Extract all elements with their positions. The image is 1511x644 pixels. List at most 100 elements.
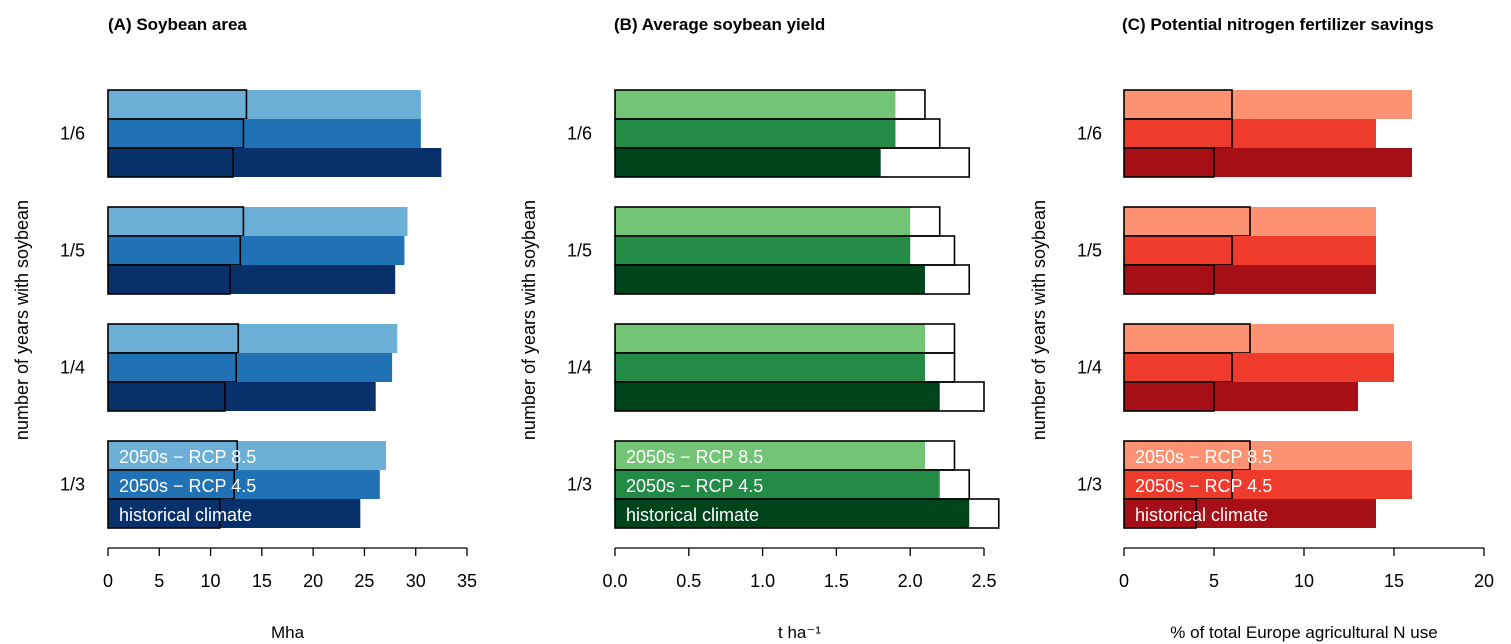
x-tick-label: 1.0 (750, 571, 775, 591)
bar (108, 353, 393, 382)
x-tick-label: 20 (1474, 571, 1494, 591)
bar-outline (107, 381, 226, 412)
bar (1124, 265, 1376, 294)
bar (615, 207, 911, 236)
bar (108, 119, 421, 148)
category-label: 1/5 (1077, 241, 1102, 261)
bar-outline (107, 498, 221, 529)
bar (615, 324, 925, 353)
x-tick-label: 2.5 (971, 571, 996, 591)
legend-entry: historical climate (1135, 505, 1268, 525)
panel-3: (C) Potential nitrogen fertilizer saving… (1029, 15, 1494, 642)
bar (615, 470, 940, 499)
bar-outline (1123, 147, 1215, 178)
x-tick-label: 5 (154, 571, 164, 591)
bar (1124, 470, 1412, 499)
legend-entry: 2050s − RCP 4.5 (1135, 476, 1272, 496)
x-tick-label: 0.0 (602, 571, 627, 591)
bar-outline (614, 147, 971, 178)
bar (108, 207, 408, 236)
bar (108, 265, 396, 294)
x-axis: 0 5 10 15 20 (1119, 547, 1494, 591)
legend-entry: historical climate (119, 505, 252, 525)
bar-outline (614, 381, 985, 412)
x-tick-label: 15 (1384, 571, 1404, 591)
x-tick-label: 0.5 (676, 571, 701, 591)
bar (108, 499, 361, 528)
x-axis: 0 5 10 15 20 25 30 35 (103, 547, 477, 591)
bar (615, 119, 896, 148)
category-label: 1/4 (567, 358, 592, 378)
x-axis: 0.0 0.5 1.0 1.5 2.0 2.5 (602, 547, 997, 591)
bar (615, 499, 970, 528)
x-tick-label: 1.5 (824, 571, 849, 591)
bar (615, 265, 925, 294)
legend-entry: 2050s − RCP 8.5 (626, 447, 763, 467)
bar (615, 90, 896, 119)
bar (108, 441, 386, 470)
bar (1124, 499, 1376, 528)
y-axis-label: number of years with soybean (12, 200, 32, 440)
category-label: 1/6 (1077, 124, 1102, 144)
y-axis-label: number of years with soybean (1029, 200, 1049, 440)
panel-title: (B) Average soybean yield (614, 15, 825, 34)
bar-outline (614, 498, 1000, 529)
category-label: 1/3 (567, 475, 592, 495)
bar (615, 353, 925, 382)
bar (1124, 382, 1358, 411)
category-label: 1/5 (567, 241, 592, 261)
legend-entry: historical climate (626, 505, 759, 525)
x-tick-label: 0 (1119, 571, 1129, 591)
bar (108, 90, 421, 119)
panel-title: (A) Soybean area (108, 15, 247, 34)
bar-outline (1123, 381, 1215, 412)
bar-outline (107, 147, 234, 178)
category-label: 1/5 (60, 241, 85, 261)
bar (108, 382, 376, 411)
x-tick-label: 10 (201, 571, 221, 591)
x-tick-label: 25 (354, 571, 374, 591)
y-axis-label: number of years with soybean (519, 200, 539, 440)
x-tick-label: 0 (103, 571, 113, 591)
category-label: 1/6 (567, 124, 592, 144)
bar (1124, 236, 1376, 265)
x-tick-label: 30 (406, 571, 426, 591)
legend-entry: 2050s − RCP 8.5 (1135, 447, 1272, 467)
bar (615, 441, 925, 470)
bar (1124, 119, 1376, 148)
legend-entry: 2050s − RCP 4.5 (119, 476, 256, 496)
category-label: 1/4 (60, 358, 85, 378)
panel-title: (C) Potential nitrogen fertilizer saving… (1122, 15, 1434, 34)
bar (108, 148, 442, 177)
x-tick-label: 2.0 (898, 571, 923, 591)
bar (108, 470, 380, 499)
category-label: 1/6 (60, 124, 85, 144)
legend-entry: 2050s − RCP 4.5 (626, 476, 763, 496)
bar-outline (614, 264, 971, 295)
panel-2: (B) Average soybean yield number of years… (519, 15, 1000, 642)
bar (108, 236, 405, 265)
category-label: 1/3 (1077, 475, 1102, 495)
panel-1: (A) Soybean area number of years with soy… (12, 15, 477, 642)
x-tick-label: 10 (1294, 571, 1314, 591)
x-tick-label: 5 (1209, 571, 1219, 591)
bar (615, 236, 911, 265)
bar (1124, 441, 1412, 470)
bar (615, 382, 940, 411)
bar (615, 148, 881, 177)
bar (1124, 324, 1394, 353)
x-tick-label: 15 (252, 571, 272, 591)
legend-entry: 2050s − RCP 8.5 (119, 447, 256, 467)
category-label: 1/3 (60, 475, 85, 495)
bar (1124, 148, 1412, 177)
x-axis-label: t ha⁻¹ (778, 623, 821, 642)
bar (1124, 353, 1394, 382)
x-tick-label: 35 (457, 571, 477, 591)
bar-outline (1123, 498, 1197, 529)
bar (1124, 90, 1412, 119)
bar (108, 324, 398, 353)
bar-outline (107, 264, 231, 295)
x-axis-label: Mha (271, 623, 305, 642)
bar-outline (1123, 264, 1215, 295)
